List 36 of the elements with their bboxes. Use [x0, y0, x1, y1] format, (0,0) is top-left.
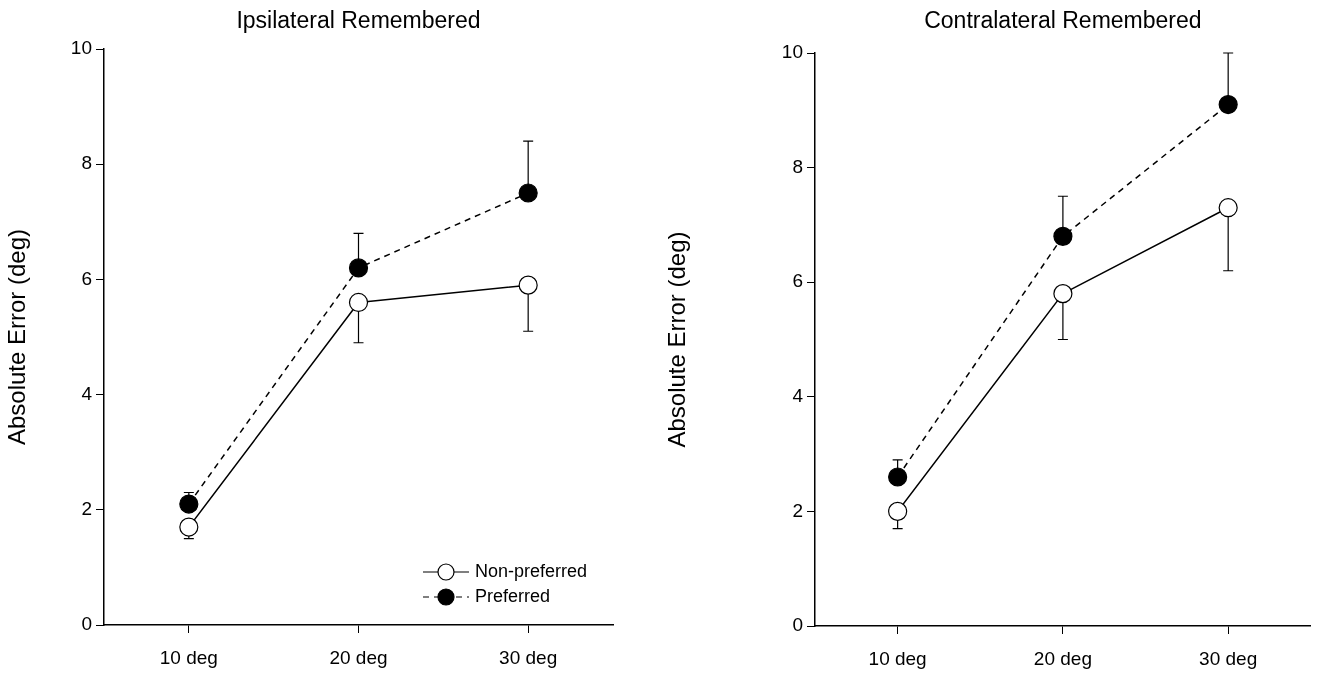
y-tick-label: 4	[81, 382, 93, 404]
point	[1218, 198, 1238, 218]
y-tick-label: 6	[81, 267, 92, 289]
y-tick-label: 0	[81, 613, 92, 635]
point	[1053, 284, 1073, 304]
x-tick-label: 30 deg	[499, 646, 558, 668]
point	[179, 494, 199, 514]
y-tick-label: 8	[81, 152, 92, 174]
point	[888, 501, 908, 521]
x-tick-label: 10 deg	[159, 646, 218, 668]
point	[348, 292, 369, 313]
legend-label: Preferred	[475, 585, 551, 606]
point	[888, 467, 908, 487]
point	[1053, 226, 1073, 246]
point	[1218, 94, 1238, 115]
y-axis-title: Absolute Error (deg)	[663, 231, 691, 448]
x-tick-label: 20 deg	[1033, 647, 1092, 669]
y-tick-label: 6	[792, 270, 803, 292]
y-tick-label: 0	[792, 614, 803, 636]
point	[348, 258, 369, 278]
point	[518, 183, 538, 203]
point	[179, 517, 199, 537]
y-tick-label: 2	[792, 499, 803, 521]
chart-title: Contralateral Remembered	[924, 7, 1202, 34]
y-tick-label: 4	[792, 385, 804, 407]
x-tick-label: 30 deg	[1199, 647, 1258, 669]
y-tick-label: 2	[81, 498, 92, 520]
point	[518, 275, 538, 295]
y-tick-label: 10	[781, 41, 803, 63]
y-tick-label: 8	[792, 155, 803, 177]
legend-label: Non-preferred	[475, 560, 588, 581]
x-tick-label: 10 deg	[868, 647, 927, 669]
chart-title: Ipsilateral Remembered	[236, 7, 481, 34]
y-tick-label: 10	[70, 37, 92, 59]
x-tick-label: 20 deg	[329, 646, 388, 668]
y-axis-title: Absolute Error (deg)	[3, 228, 31, 446]
